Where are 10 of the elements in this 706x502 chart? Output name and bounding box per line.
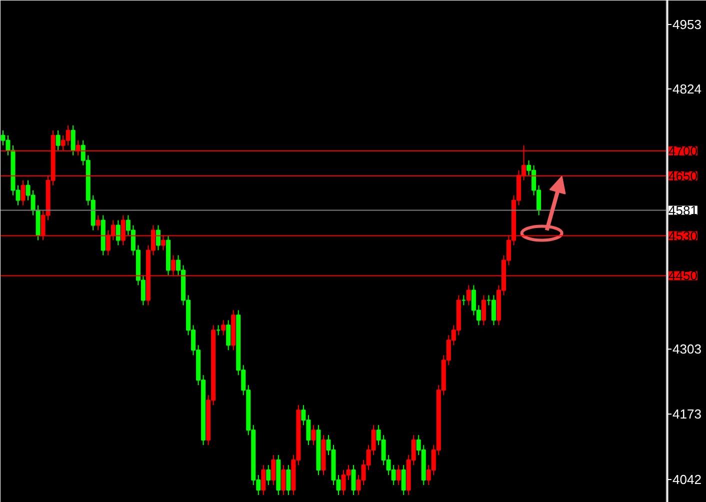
y-tick-label: 4042 [672,472,702,488]
ref-line-label: 4450 [668,268,698,284]
ref-line-label: 4581 [668,202,698,218]
ref-line-label: 4530 [668,228,698,244]
ref-line-label: 4650 [668,168,698,184]
y-tick-label: 4173 [672,406,702,422]
y-tick-label: 4824 [672,81,702,96]
y-tick-label: 4953 [672,16,702,32]
y-tick-label: 4303 [672,342,702,357]
ref-line-label: 4700 [668,143,698,158]
